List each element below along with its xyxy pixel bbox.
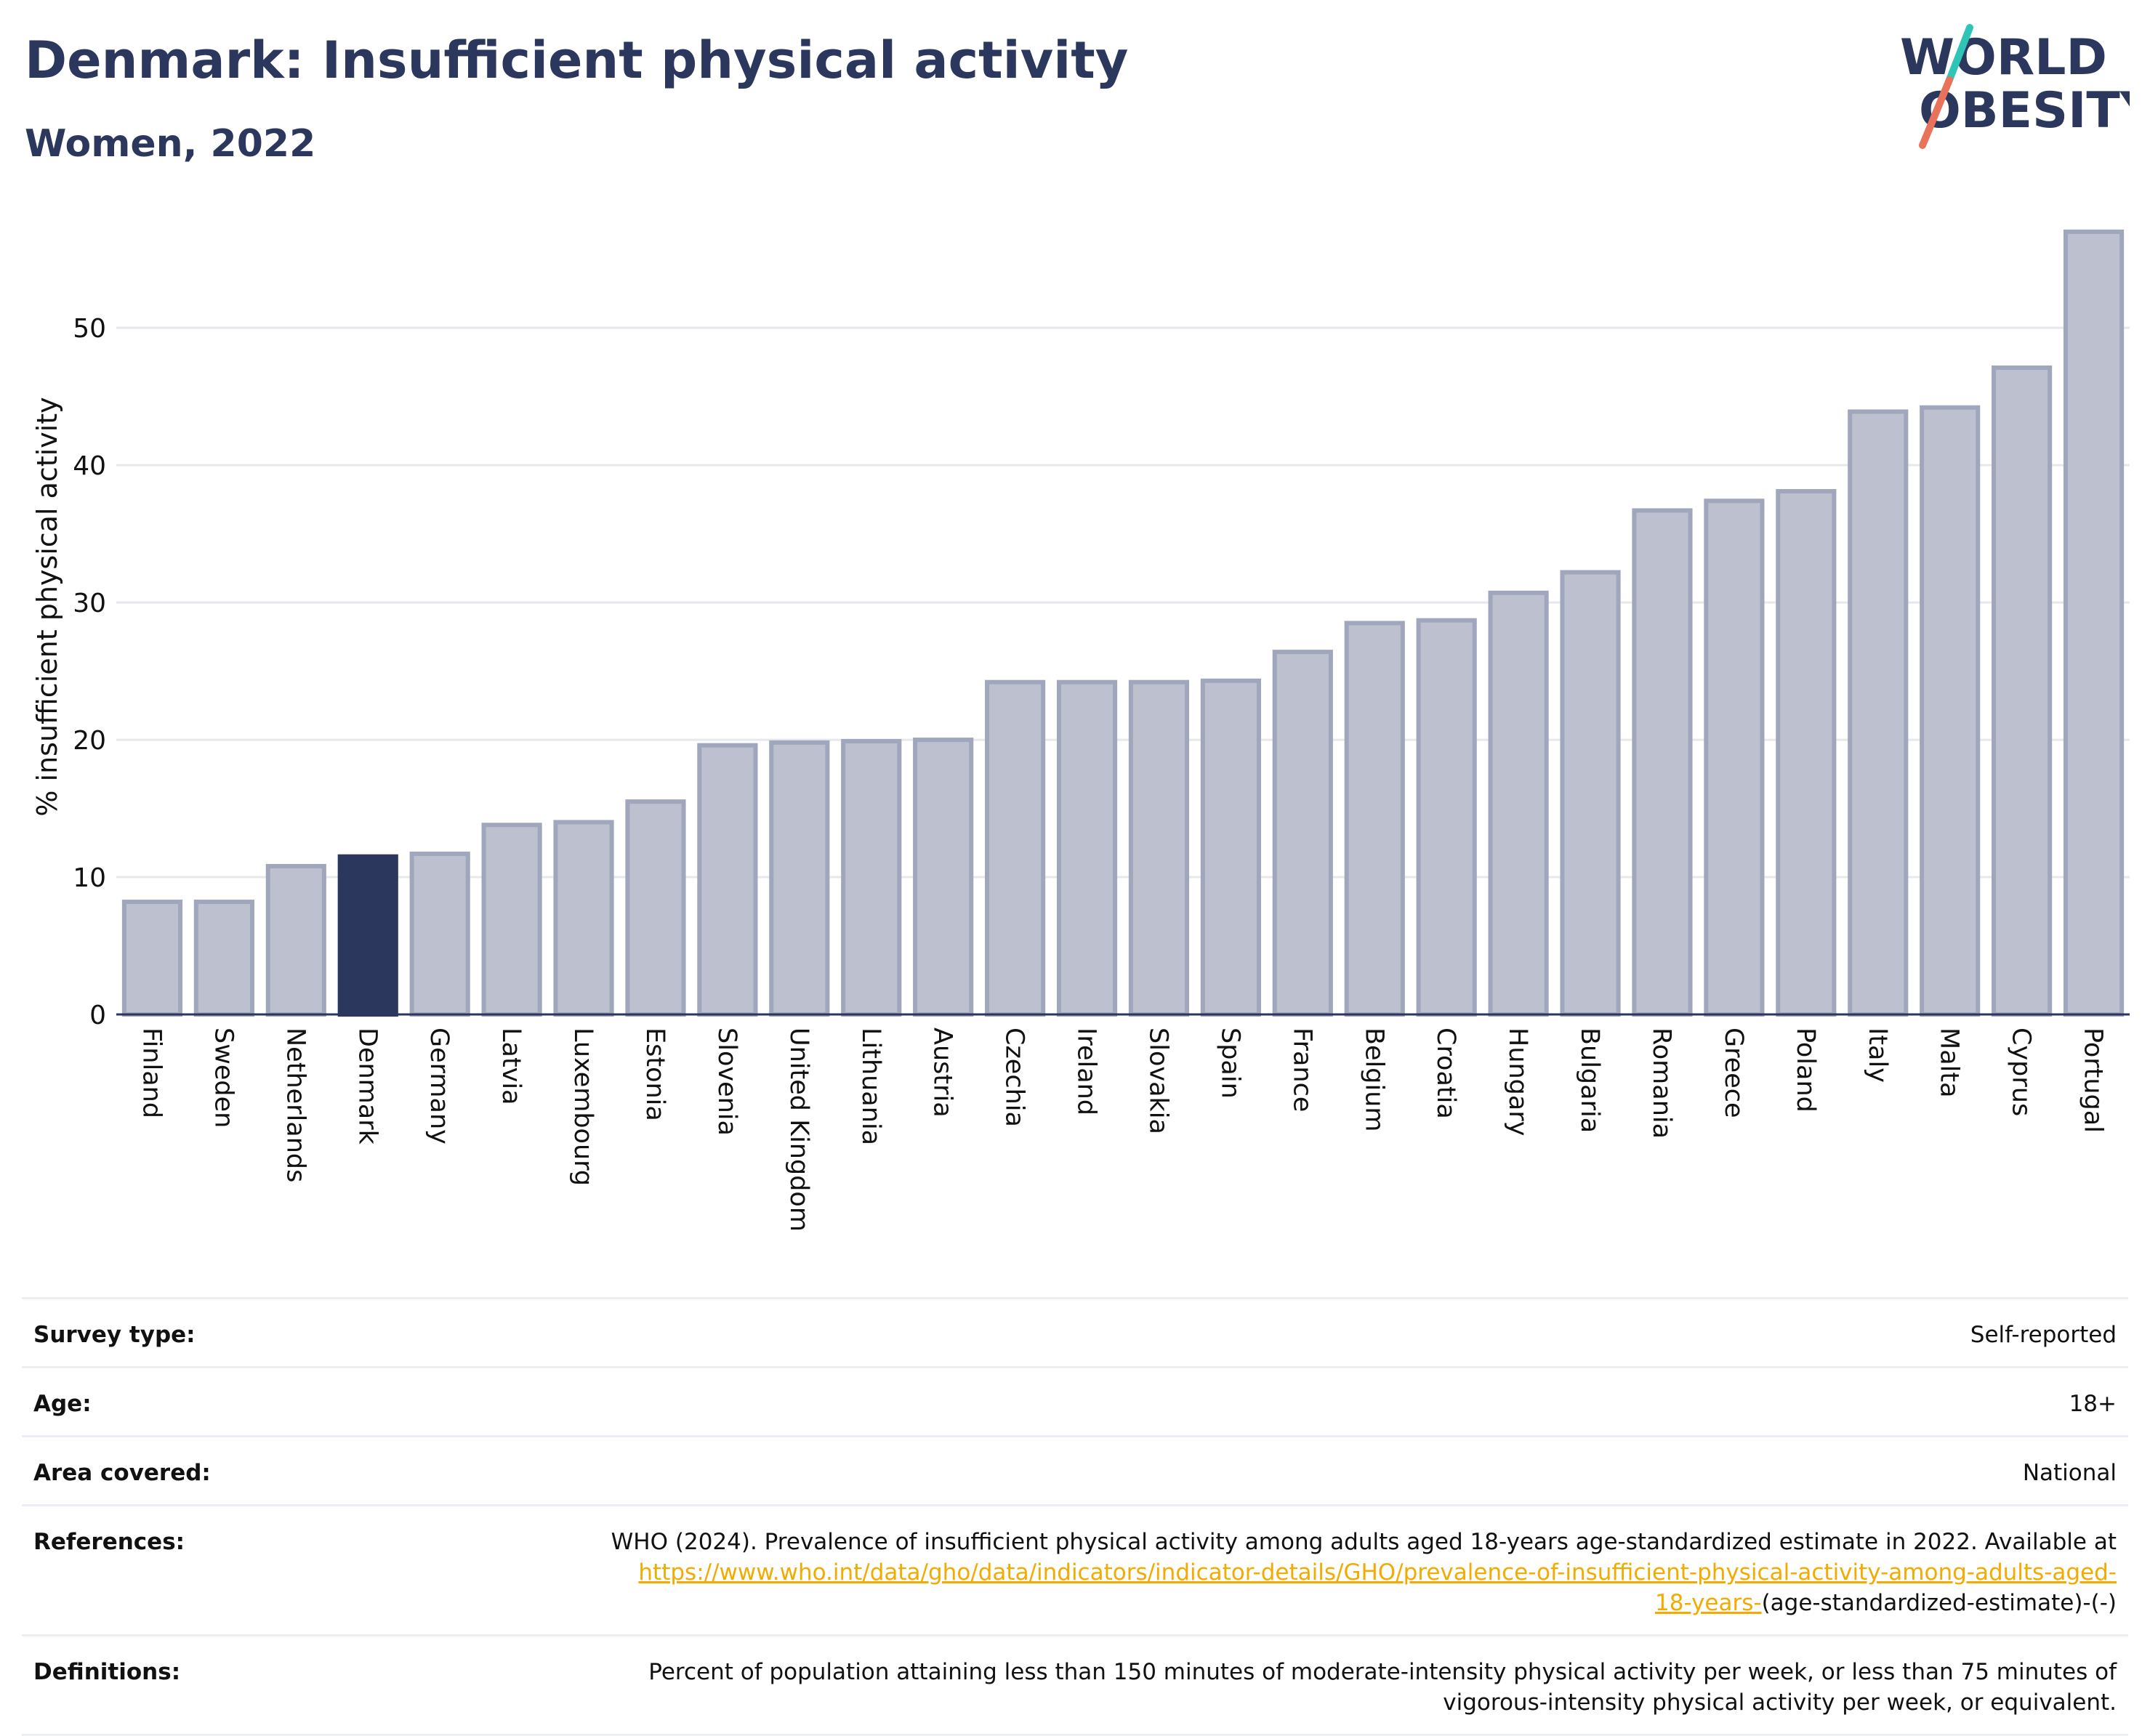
x-tick-label: Italy bbox=[1863, 1028, 1892, 1083]
bar-slovenia bbox=[697, 743, 758, 1017]
bar-sweden bbox=[193, 900, 254, 1017]
x-tick-label: Spain bbox=[1215, 1028, 1244, 1099]
x-tick-label: Austria bbox=[928, 1028, 957, 1118]
bar-lithuania bbox=[841, 738, 902, 1017]
bar-chart: 0 10 20 30 40 50 Finland Sweden Netherlands Denma… bbox=[31, 229, 2130, 1232]
x-tick-label: Ireland bbox=[1072, 1028, 1101, 1115]
references-suffix: (age-standardized-estimate)-(-) bbox=[1761, 1590, 2117, 1616]
references-text: WHO (2024). Prevalence of insufficient p… bbox=[611, 1529, 2117, 1555]
bar-denmark bbox=[337, 854, 398, 1017]
x-tick-label: Portugal bbox=[2079, 1028, 2108, 1133]
survey-type-label: Survey type: bbox=[33, 1322, 196, 1348]
y-tick-label: 40 bbox=[73, 451, 106, 481]
x-tick-label: Croatia bbox=[1431, 1028, 1460, 1119]
bar-poland bbox=[1776, 489, 1837, 1017]
logo-slash-top bbox=[1946, 24, 1973, 84]
age-value: 18+ bbox=[2069, 1391, 2117, 1417]
bar-austria bbox=[913, 738, 974, 1017]
bar-luxembourg bbox=[553, 820, 614, 1017]
bar-bulgaria bbox=[1560, 570, 1621, 1017]
area-value: National bbox=[2022, 1460, 2117, 1486]
x-tick-label: Germany bbox=[424, 1028, 454, 1144]
x-tick-label: Lithuania bbox=[856, 1028, 885, 1145]
x-tick-label: Denmark bbox=[353, 1028, 382, 1145]
x-tick-label: United Kingdom bbox=[784, 1028, 813, 1232]
bar-cyprus bbox=[1992, 365, 2053, 1017]
bar-finland bbox=[121, 900, 183, 1017]
logo-line1: WORLD bbox=[1900, 29, 2107, 86]
page-subtitle: Women, 2022 bbox=[25, 122, 316, 166]
y-tick-label: 10 bbox=[73, 863, 106, 893]
x-tick-label: Netherlands bbox=[281, 1028, 310, 1182]
page-title: Denmark: Insufficient physical activity bbox=[25, 31, 1129, 90]
y-tick-label: 20 bbox=[73, 726, 106, 756]
axes: 0 10 20 30 40 50 Finland Sweden Netherlands Denma… bbox=[73, 314, 2130, 1232]
info-row-survey-type: Survey type: Self-reported bbox=[22, 1297, 2128, 1366]
x-tick-label: Malta bbox=[1935, 1028, 1964, 1098]
definitions-label: Definitions: bbox=[33, 1659, 181, 1685]
x-tick-label: Belgium bbox=[1359, 1028, 1388, 1132]
bar-belgium bbox=[1344, 621, 1405, 1017]
world-obesity-logo: WORLD OBESITY bbox=[1900, 24, 2130, 149]
references-label: References: bbox=[33, 1529, 185, 1555]
x-tick-label: Sweden bbox=[209, 1028, 238, 1128]
definitions-line2: vigorous-intensity physical activity per… bbox=[1443, 1689, 2117, 1716]
x-tick-label: Poland bbox=[1791, 1028, 1820, 1113]
bar-latvia bbox=[481, 823, 542, 1017]
bar-hungary bbox=[1488, 590, 1549, 1017]
bars bbox=[121, 229, 2125, 1017]
bar-italy bbox=[1848, 409, 1909, 1017]
bar-germany bbox=[409, 851, 470, 1017]
bar-estonia bbox=[625, 799, 686, 1017]
y-tick-label: 0 bbox=[89, 1001, 106, 1030]
info-table: Survey type: Self-reported Age: 18+ Area… bbox=[22, 1297, 2128, 1736]
y-axis-label: % insufficient physical activity bbox=[31, 397, 63, 816]
references-link-cont[interactable]: 18-years- bbox=[1654, 1590, 1762, 1616]
x-tick-label: Greece bbox=[1719, 1028, 1748, 1118]
bar-spain bbox=[1200, 678, 1261, 1017]
definitions-line1: Percent of population attaining less tha… bbox=[648, 1659, 2117, 1685]
area-label: Area covered: bbox=[33, 1460, 211, 1486]
x-tick-label: Romania bbox=[1647, 1028, 1676, 1139]
bar-romania bbox=[1632, 508, 1693, 1017]
bar-greece bbox=[1704, 498, 1765, 1017]
info-row-definitions: Definitions: Percent of population attai… bbox=[22, 1634, 2128, 1736]
bar-czechia bbox=[985, 679, 1046, 1017]
references-value: WHO (2024). Prevalence of insufficient p… bbox=[339, 1527, 2117, 1618]
bar-croatia bbox=[1416, 618, 1477, 1017]
y-tick-label: 30 bbox=[73, 589, 106, 618]
x-tick-label: Latvia bbox=[496, 1028, 526, 1105]
bar-france bbox=[1272, 650, 1333, 1017]
info-row-age: Age: 18+ bbox=[22, 1366, 2128, 1435]
definitions-value: Percent of population attaining less tha… bbox=[339, 1657, 2117, 1718]
age-label: Age: bbox=[33, 1391, 92, 1417]
bar-malta bbox=[1920, 405, 1981, 1017]
x-tick-label: Hungary bbox=[1503, 1028, 1532, 1136]
survey-type-value: Self-reported bbox=[1970, 1322, 2117, 1348]
x-tick-label: Finland bbox=[137, 1028, 166, 1118]
x-tick-label: Slovenia bbox=[712, 1028, 741, 1136]
x-tick-label: Estonia bbox=[640, 1028, 669, 1121]
x-tick-label: Slovakia bbox=[1143, 1028, 1172, 1134]
bar-ireland bbox=[1056, 679, 1118, 1017]
x-tick-label: Czechia bbox=[1000, 1028, 1029, 1127]
bar-netherlands bbox=[265, 863, 326, 1017]
x-tick-label: Bulgaria bbox=[1575, 1028, 1604, 1133]
logo-slash-bottom bbox=[1919, 76, 1953, 149]
bar-slovakia bbox=[1128, 679, 1190, 1017]
logo-line2: OBESITY bbox=[1919, 82, 2130, 140]
x-tick-label: Cyprus bbox=[2007, 1028, 2036, 1116]
y-tick-label: 50 bbox=[73, 314, 106, 344]
bar-united-kingdom bbox=[769, 740, 830, 1017]
info-row-area: Area covered: National bbox=[22, 1435, 2128, 1504]
bar-portugal bbox=[2063, 229, 2125, 1017]
info-row-references: References: WHO (2024). Prevalence of in… bbox=[22, 1504, 2128, 1634]
x-tick-label: France bbox=[1287, 1028, 1316, 1112]
x-tick-label: Luxembourg bbox=[568, 1028, 597, 1186]
references-link[interactable]: https://www.who.int/data/gho/data/indica… bbox=[638, 1559, 2117, 1586]
